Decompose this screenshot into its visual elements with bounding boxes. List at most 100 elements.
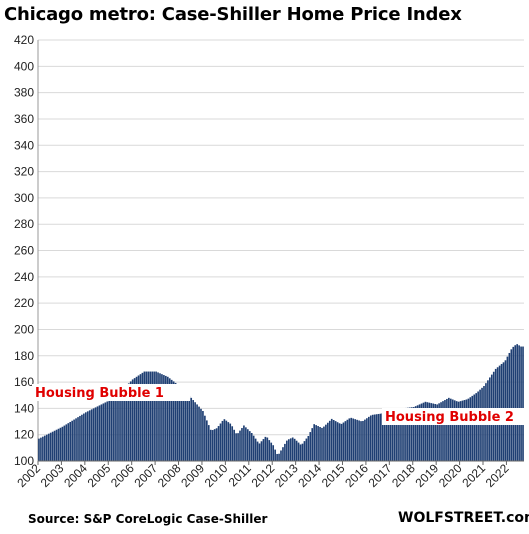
bar xyxy=(305,438,308,461)
bar xyxy=(206,420,208,461)
bar xyxy=(215,428,218,461)
bar xyxy=(459,401,462,461)
bar xyxy=(297,442,300,461)
y-tick-label: 240 xyxy=(14,270,34,284)
bar xyxy=(141,372,144,461)
bar xyxy=(309,432,312,461)
bar xyxy=(90,409,93,461)
bar xyxy=(147,371,150,461)
y-tick-label: 200 xyxy=(14,322,34,336)
bar xyxy=(166,376,169,461)
bar xyxy=(280,450,282,461)
gridlines xyxy=(37,39,524,462)
y-tick-label: 160 xyxy=(14,375,34,389)
x-tick-label: 2014 xyxy=(295,461,324,490)
source-note: Source: S&P CoreLogic Case-Shiller xyxy=(28,512,268,526)
bar xyxy=(373,414,376,461)
bar xyxy=(151,371,153,461)
bar xyxy=(276,453,278,461)
bar xyxy=(408,407,411,461)
bars xyxy=(38,344,524,462)
bar xyxy=(282,447,284,461)
bar xyxy=(514,345,517,461)
bar xyxy=(184,391,187,461)
bar xyxy=(381,413,384,461)
y-tick-label: 380 xyxy=(14,86,34,100)
bar xyxy=(100,404,103,461)
annotation-box xyxy=(32,384,190,401)
bar xyxy=(518,345,520,461)
bar xyxy=(196,404,198,461)
bar xyxy=(385,412,388,461)
bar xyxy=(202,411,204,461)
bar xyxy=(129,381,132,461)
bar xyxy=(366,418,368,461)
y-tick-label: 280 xyxy=(14,217,34,231)
bar xyxy=(268,440,271,461)
y-tick-label: 140 xyxy=(14,401,34,415)
y-tick-label: 260 xyxy=(14,244,34,258)
bar xyxy=(176,384,179,461)
bar xyxy=(225,420,228,461)
bar xyxy=(116,394,118,461)
bar xyxy=(375,414,378,461)
bar xyxy=(395,409,397,461)
bar xyxy=(192,400,194,461)
bar xyxy=(266,437,269,461)
y-tick-label: 340 xyxy=(14,138,34,152)
bar xyxy=(45,434,48,461)
bar xyxy=(239,430,241,461)
bar xyxy=(354,419,356,461)
annotation-label: Housing Bubble 2 xyxy=(385,410,514,425)
bar xyxy=(471,395,474,461)
bar xyxy=(377,413,380,461)
bar xyxy=(397,409,399,461)
x-tick-label: 2020 xyxy=(436,461,465,490)
bar xyxy=(313,424,315,461)
bar xyxy=(418,404,421,461)
bar xyxy=(416,405,419,461)
bar xyxy=(122,389,124,461)
bar xyxy=(405,407,407,461)
annotations: Housing Bubble 1 Housing Bubble 2 xyxy=(32,384,526,425)
bar xyxy=(315,425,317,461)
x-tick-label: 2016 xyxy=(342,461,371,490)
bar xyxy=(328,420,331,461)
bar xyxy=(112,397,114,461)
bar xyxy=(254,438,257,461)
bar xyxy=(84,412,87,461)
bar xyxy=(414,406,417,461)
bar xyxy=(512,346,515,461)
bar xyxy=(270,442,273,461)
bar xyxy=(330,418,333,461)
y-tick-label: 360 xyxy=(14,112,34,126)
bar xyxy=(233,429,235,461)
bar xyxy=(120,391,122,461)
bar xyxy=(369,415,372,461)
bar xyxy=(53,430,56,461)
bar xyxy=(336,422,339,461)
bar xyxy=(237,433,239,461)
bar xyxy=(73,419,75,461)
bar xyxy=(75,418,77,461)
bar xyxy=(323,426,325,461)
y-tick-label: 320 xyxy=(14,165,34,179)
bar xyxy=(272,445,275,461)
bar xyxy=(284,443,286,461)
bar xyxy=(137,375,140,461)
bar xyxy=(194,402,196,461)
bar xyxy=(401,408,403,462)
bar xyxy=(124,387,126,461)
y-tick-label: 100 xyxy=(14,454,34,468)
bar xyxy=(145,371,148,461)
bar xyxy=(258,443,261,461)
bar xyxy=(451,399,454,461)
bar xyxy=(182,389,185,461)
bar xyxy=(449,398,452,461)
bar xyxy=(77,417,79,461)
bar xyxy=(293,438,296,461)
bar xyxy=(59,427,62,461)
bar xyxy=(520,346,522,461)
bar xyxy=(301,443,304,461)
bar xyxy=(438,403,440,461)
